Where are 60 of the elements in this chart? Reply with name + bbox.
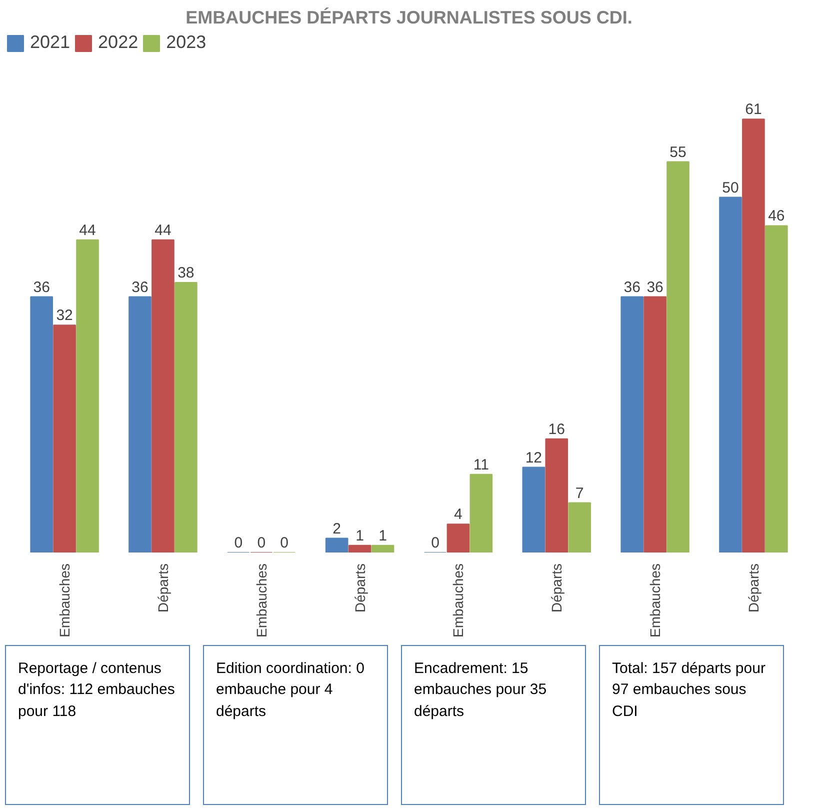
bar	[765, 225, 788, 552]
text: Encadrement: 15 embauches pour 35 départs	[414, 659, 548, 722]
data-label: 1	[378, 527, 387, 544]
data-label: 16	[548, 420, 565, 438]
bar	[666, 161, 690, 552]
chart-title: EMBAUCHES DÉPARTS JOURNALISTES SOUS CDI.	[186, 8, 632, 28]
legend-label: 2021	[30, 32, 70, 53]
data-label: 0	[431, 534, 440, 552]
data-label: 55	[670, 144, 686, 161]
data-label: 50	[722, 179, 739, 196]
bar	[719, 196, 742, 552]
data-label: 4	[454, 506, 462, 524]
data-label: 32	[56, 307, 73, 324]
bar	[644, 296, 666, 552]
data-label: 7	[575, 484, 584, 502]
data-label: 11	[473, 456, 489, 474]
bar	[325, 538, 348, 552]
data-label: 46	[768, 208, 785, 225]
bar	[568, 502, 591, 552]
data-label: 36	[624, 278, 640, 296]
data-label: 38	[178, 264, 194, 282]
legend-label: 2023	[166, 32, 206, 53]
bar	[371, 544, 394, 552]
bar	[446, 524, 470, 552]
legend-label: 2022	[98, 32, 138, 53]
x-tick-label: Embauches	[647, 563, 664, 638]
data-label: 2	[332, 520, 341, 538]
data-label: 1	[356, 527, 364, 544]
x-tick-label: Embauches	[56, 563, 73, 638]
bar	[522, 466, 546, 552]
data-label: 36	[33, 278, 50, 296]
data-label: 0	[257, 534, 266, 552]
bar	[76, 239, 99, 552]
bar	[30, 296, 53, 552]
x-tick-label: Départs	[745, 563, 762, 613]
text: Total: 157 départs pour 97 embauches sous CDI	[612, 659, 766, 722]
bar	[128, 296, 152, 552]
bar	[348, 544, 372, 552]
data-label: 61	[745, 101, 762, 118]
data-label: 0	[234, 534, 243, 552]
data-label: 12	[525, 449, 542, 466]
data-label: 44	[154, 222, 172, 239]
data-label: 36	[132, 278, 148, 296]
x-tick-label: Départs	[548, 563, 565, 613]
x-tick-label: Départs	[154, 563, 171, 613]
bar	[152, 239, 174, 552]
bar	[545, 438, 568, 552]
data-label: 36	[646, 278, 664, 296]
bar	[742, 118, 765, 552]
x-tick-label: Embauches	[253, 563, 270, 638]
bar	[470, 474, 493, 552]
text: Reportage / contenus d'infos: 112 embauches pour 118	[18, 659, 176, 722]
data-label: 0	[280, 534, 289, 552]
x-tick-label: Embauches	[450, 563, 466, 638]
x-tick-label: Départs	[352, 563, 368, 613]
bar	[620, 296, 644, 552]
text: Edition coordination: 0 embauche pour 4 départs	[216, 659, 366, 722]
bar	[174, 282, 198, 552]
bar	[53, 324, 76, 552]
data-label: 44	[79, 222, 96, 239]
